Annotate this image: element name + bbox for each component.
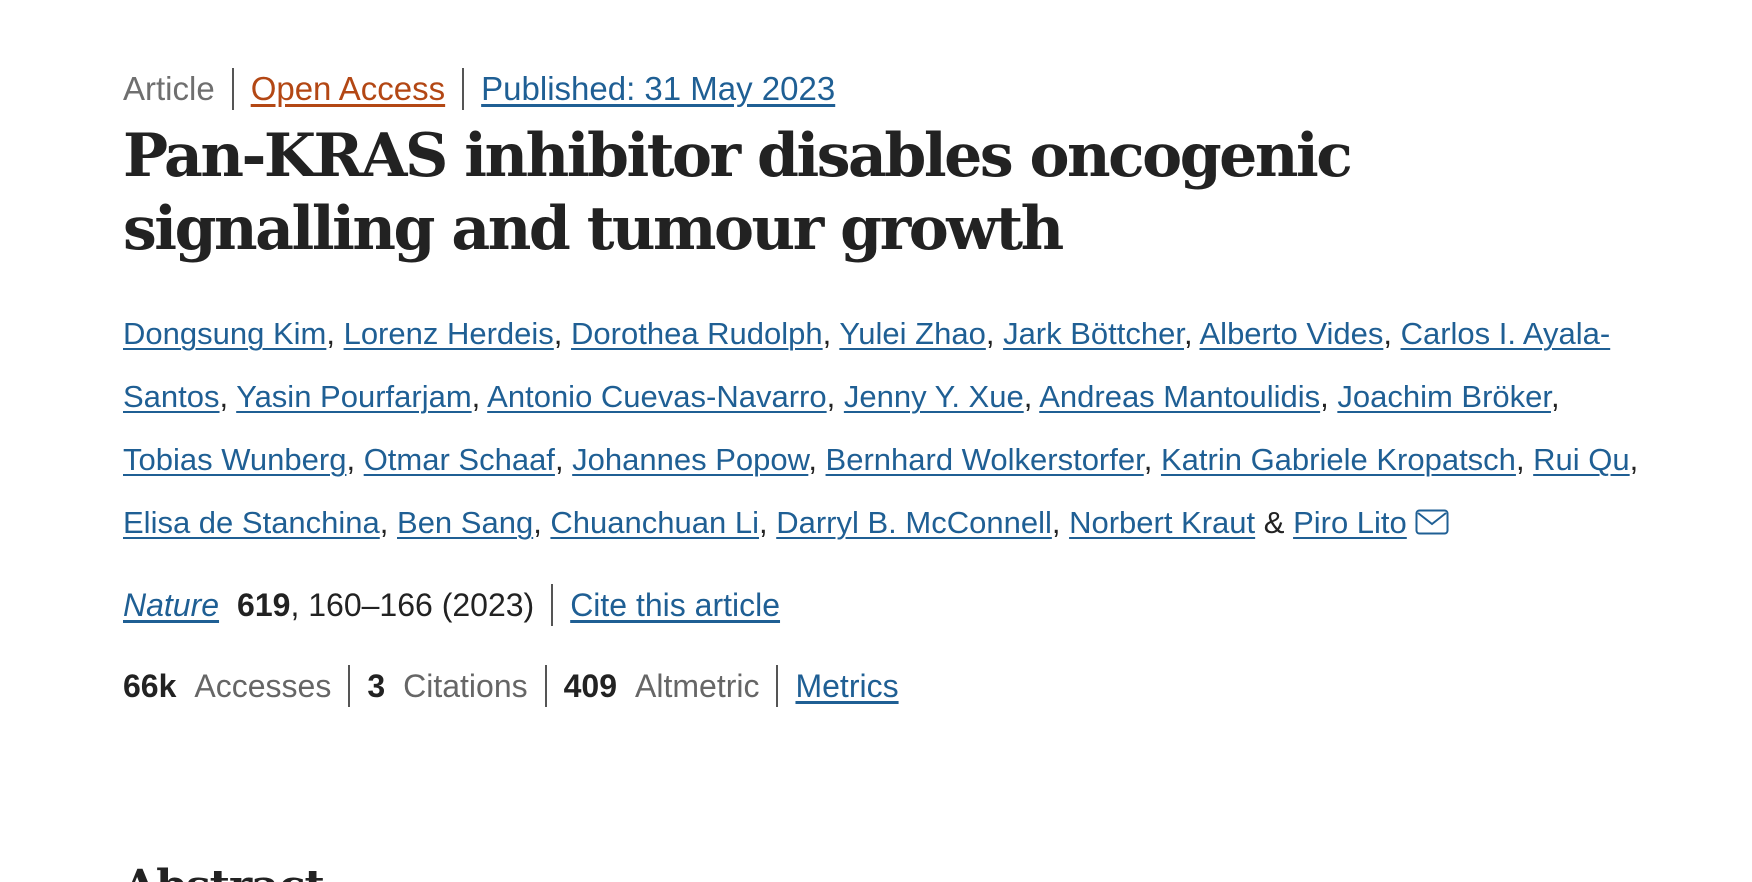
author-separator: , xyxy=(471,379,488,414)
author-separator: , xyxy=(826,379,844,414)
author-link[interactable]: Otmar Schaaf xyxy=(363,442,555,477)
author-separator: , xyxy=(1051,505,1070,540)
author-separator: , xyxy=(379,505,398,540)
author-link[interactable]: Ben Sang xyxy=(397,505,534,540)
author-link[interactable]: Yasin Pourfarjam xyxy=(236,379,472,414)
citations-count: 3 xyxy=(367,668,386,704)
author-link[interactable]: Johannes Popow xyxy=(572,442,809,477)
author-link[interactable]: Chuanchuan Li xyxy=(550,505,759,540)
author-link[interactable]: Bernhard Wolkerstorfer xyxy=(825,442,1144,477)
author-link[interactable]: Antonio Cuevas-Navarro xyxy=(487,379,827,414)
open-access-link[interactable]: Open Access xyxy=(250,70,446,107)
author-link[interactable]: Katrin Gabriele Kropatsch xyxy=(1160,442,1516,477)
author-link[interactable]: Dongsung Kim xyxy=(123,316,327,351)
article-header: Article Open Access Published: 31 May 20… xyxy=(123,0,1643,709)
author-link[interactable]: Dorothea Rudolph xyxy=(571,316,823,351)
author-link[interactable]: Norbert Kraut xyxy=(1069,505,1256,540)
accesses-label: Accesses xyxy=(194,668,332,704)
altmetric-label: Altmetric xyxy=(635,668,760,704)
author-link[interactable]: Alberto Vides xyxy=(1199,316,1384,351)
divider xyxy=(544,665,547,707)
divider xyxy=(348,665,351,707)
author-separator: , xyxy=(1183,316,1200,351)
author-separator: , xyxy=(808,442,826,477)
author-separator: , xyxy=(822,316,840,351)
author-separator: , xyxy=(219,379,237,414)
divider xyxy=(462,68,465,110)
author-link[interactable]: Darryl B. McConnell xyxy=(776,505,1052,540)
abstract-heading: Abstract xyxy=(123,862,325,882)
divider xyxy=(231,68,234,110)
author-link[interactable]: Jenny Y. Xue xyxy=(843,379,1024,414)
author-link[interactable]: Elisa de Stanchina xyxy=(123,505,380,540)
author-separator: & xyxy=(1255,505,1294,540)
metrics-link[interactable]: Metrics xyxy=(795,668,899,704)
author-link[interactable]: Lorenz Herdeis xyxy=(343,316,554,351)
article-metrics: 66k Accesses 3 Citations 409 Altmetric M… xyxy=(123,663,1643,709)
author-separator: , xyxy=(554,442,573,477)
mail-icon[interactable] xyxy=(1415,509,1449,535)
author-separator: , xyxy=(1515,442,1534,477)
author-separator: , xyxy=(985,316,1004,351)
article-type: Article xyxy=(123,70,215,107)
author-link[interactable]: Carlos I. Ayala-Santos xyxy=(123,316,1611,414)
author-list: Dongsung Kim, Lorenz Herdeis, Dorothea R… xyxy=(123,302,1643,554)
author-separator: , xyxy=(758,505,777,540)
divider xyxy=(551,584,554,626)
author-link[interactable]: Piro Lito xyxy=(1293,505,1407,540)
author-link[interactable]: Rui Qu xyxy=(1533,442,1630,477)
divider xyxy=(776,665,779,707)
author-separator: , xyxy=(1550,379,1560,414)
author-separator: , xyxy=(1320,379,1338,414)
article-title: Pan-KRAS inhibitor disables oncogenic si… xyxy=(123,121,1353,264)
author-separator: , xyxy=(326,316,344,351)
citations-label: Citations xyxy=(403,668,528,704)
author-link[interactable]: Joachim Bröker xyxy=(1337,379,1551,414)
author-separator: , xyxy=(1143,442,1161,477)
author-link[interactable]: Tobias Wunberg xyxy=(123,442,347,477)
altmetric-score: 409 xyxy=(563,668,618,704)
published-date-link[interactable]: Published: 31 May 2023 xyxy=(481,70,836,107)
author-link[interactable]: Andreas Mantoulidis xyxy=(1039,379,1321,414)
cite-article-link[interactable]: Cite this article xyxy=(570,587,781,623)
volume-number: 619 xyxy=(237,587,291,623)
journal-link[interactable]: Nature xyxy=(123,587,220,623)
author-separator: , xyxy=(533,505,551,540)
pages-year: , 160–166 (2023) xyxy=(290,587,535,623)
author-separator: , xyxy=(1629,442,1639,477)
author-separator: , xyxy=(1383,316,1401,351)
author-link[interactable]: Jark Böttcher xyxy=(1003,316,1184,351)
author-link[interactable]: Yulei Zhao xyxy=(839,316,986,351)
author-separator: , xyxy=(1023,379,1040,414)
accesses-count: 66k xyxy=(123,668,177,704)
author-separator: , xyxy=(346,442,364,477)
article-meta: Article Open Access Published: 31 May 20… xyxy=(123,66,1643,112)
author-separator: , xyxy=(553,316,572,351)
citation-info: Nature 619 , 160–166 (2023) Cite this ar… xyxy=(123,582,1643,628)
